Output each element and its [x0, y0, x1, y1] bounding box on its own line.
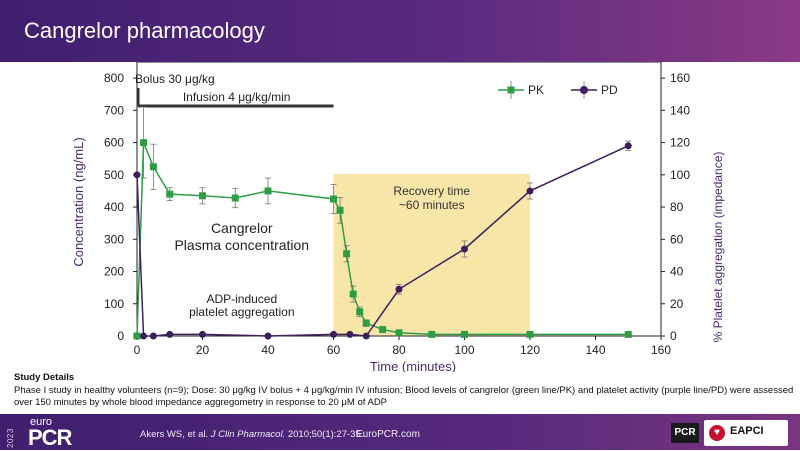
pd-point	[264, 332, 272, 340]
y-right-tick-label: 0	[670, 329, 677, 343]
x-tick-label: 20	[196, 343, 210, 357]
y-left-axis-label: Concentration (ng/mL)	[71, 137, 86, 266]
y-right-tick-label: 100	[670, 168, 690, 182]
citation-ref: 2010;50(1):27-35..	[285, 429, 367, 440]
y-right-tick-label: 20	[670, 297, 684, 311]
study-details-title: Study Details	[14, 372, 75, 383]
plasma-label-1: Cangrelor	[211, 220, 273, 236]
y-right-tick-label: 140	[670, 103, 690, 117]
y-left-tick-label: 400	[104, 200, 124, 214]
pk-point	[362, 319, 370, 327]
pk-point	[133, 332, 141, 340]
pk-point	[231, 194, 239, 202]
pk-point	[343, 250, 351, 258]
y-right-axis-label: % Platelet aggregation (impedance)	[711, 152, 725, 343]
y-left-tick-label: 600	[104, 136, 124, 150]
pd-point	[362, 332, 370, 340]
pk-point	[264, 187, 272, 195]
pd-point	[624, 142, 632, 150]
citation: Akers WS, et al. J Clin Pharmacol. 2010;…	[140, 429, 366, 440]
pk-point	[428, 330, 436, 338]
plasma-label-2: Plasma concentration	[174, 237, 309, 253]
citation-journal: J Clin Pharmacol.	[210, 429, 286, 440]
y-left-tick-label: 700	[104, 103, 124, 117]
study-details: Study Details Phase I study in healthy v…	[14, 372, 794, 410]
x-axis-label: Time (minutes)	[370, 359, 456, 372]
y-right-tick-label: 60	[670, 232, 684, 246]
pk-point	[336, 206, 344, 214]
x-tick-label: 120	[520, 343, 540, 357]
pk-point	[379, 326, 387, 334]
x-tick-label: 0	[134, 343, 141, 357]
legend-label: PD	[601, 83, 618, 97]
pk-point	[461, 330, 468, 338]
y-right-tick-label: 40	[670, 265, 684, 279]
pk-point	[356, 308, 364, 316]
y-right-tick-label: 80	[670, 200, 684, 214]
recovery-region	[333, 174, 530, 336]
pd-point	[199, 330, 206, 338]
adp-label-2: platelet aggregation	[189, 305, 294, 319]
page-title: Cangrelor pharmacology	[24, 18, 265, 43]
eapci-logo: ♥ EAPCI	[704, 420, 788, 446]
legend-marker-pk	[507, 86, 515, 94]
y-left-tick-label: 300	[104, 232, 124, 246]
y-left-tick-label: 100	[104, 297, 124, 311]
pd-point	[140, 332, 148, 340]
pcr-badge-logo: PCR	[671, 423, 699, 443]
bolus-label: Bolus 30 μg/kg	[135, 72, 215, 86]
pk-pd-chart: 0 20 40 60 80 100 120 140 1600100200300400500600…	[71, 62, 725, 372]
heart-icon: ♥	[709, 425, 725, 441]
pk-point	[166, 190, 174, 198]
pd-point	[330, 330, 337, 338]
x-tick-label: 40	[261, 343, 275, 357]
citation-authors: Akers WS, et al.	[140, 429, 211, 440]
y-left-tick-label: 500	[104, 168, 124, 182]
pk-point	[349, 290, 357, 298]
pd-point	[346, 330, 354, 338]
study-details-text: Phase I study in healthy volunteers (n=9…	[14, 384, 794, 409]
y-left-tick-label: 200	[104, 265, 124, 279]
pd-point	[461, 245, 468, 253]
y-left-tick-label: 0	[117, 329, 124, 343]
website-link[interactable]: EuroPCR.com	[356, 429, 420, 440]
recovery-label-2: ~60 minutes	[399, 198, 465, 212]
x-tick-label: 160	[651, 343, 671, 357]
recovery-label-1: Recovery time	[393, 184, 470, 198]
infusion-label: Infusion 4 μg/kg/min	[183, 90, 291, 104]
europcr-logo-small: euro	[30, 416, 53, 428]
legend-marker-pd	[580, 86, 588, 94]
x-tick-label: 60	[327, 343, 341, 357]
footer-bar: 2023 euro PCR Akers WS, et al. J Clin Ph…	[0, 414, 800, 450]
pd-point	[149, 332, 157, 340]
y-left-tick-label: 800	[104, 71, 124, 85]
footer-year: 2023	[6, 428, 15, 448]
pk-point	[330, 195, 337, 203]
pk-point	[395, 329, 403, 337]
eapci-label: EAPCI	[730, 425, 764, 437]
y-right-tick-label: 120	[670, 136, 690, 150]
pd-point	[133, 171, 141, 179]
pk-point	[199, 192, 206, 200]
pk-point	[149, 163, 157, 171]
x-tick-label: 100	[454, 343, 474, 357]
x-tick-label: 80	[392, 343, 406, 357]
y-right-tick-label: 160	[670, 71, 690, 85]
pd-point	[526, 187, 534, 195]
adp-label-1: ADP-induced	[206, 292, 277, 306]
pk-point	[140, 139, 148, 147]
title-bar: Cangrelor pharmacology	[0, 0, 800, 62]
pk-point	[624, 330, 632, 338]
pd-point	[395, 285, 403, 293]
legend-label: PK	[528, 83, 544, 97]
pk-point	[526, 330, 534, 338]
europcr-logo: PCR	[28, 425, 72, 450]
x-tick-label: 140	[585, 343, 605, 357]
pd-point	[166, 330, 174, 338]
